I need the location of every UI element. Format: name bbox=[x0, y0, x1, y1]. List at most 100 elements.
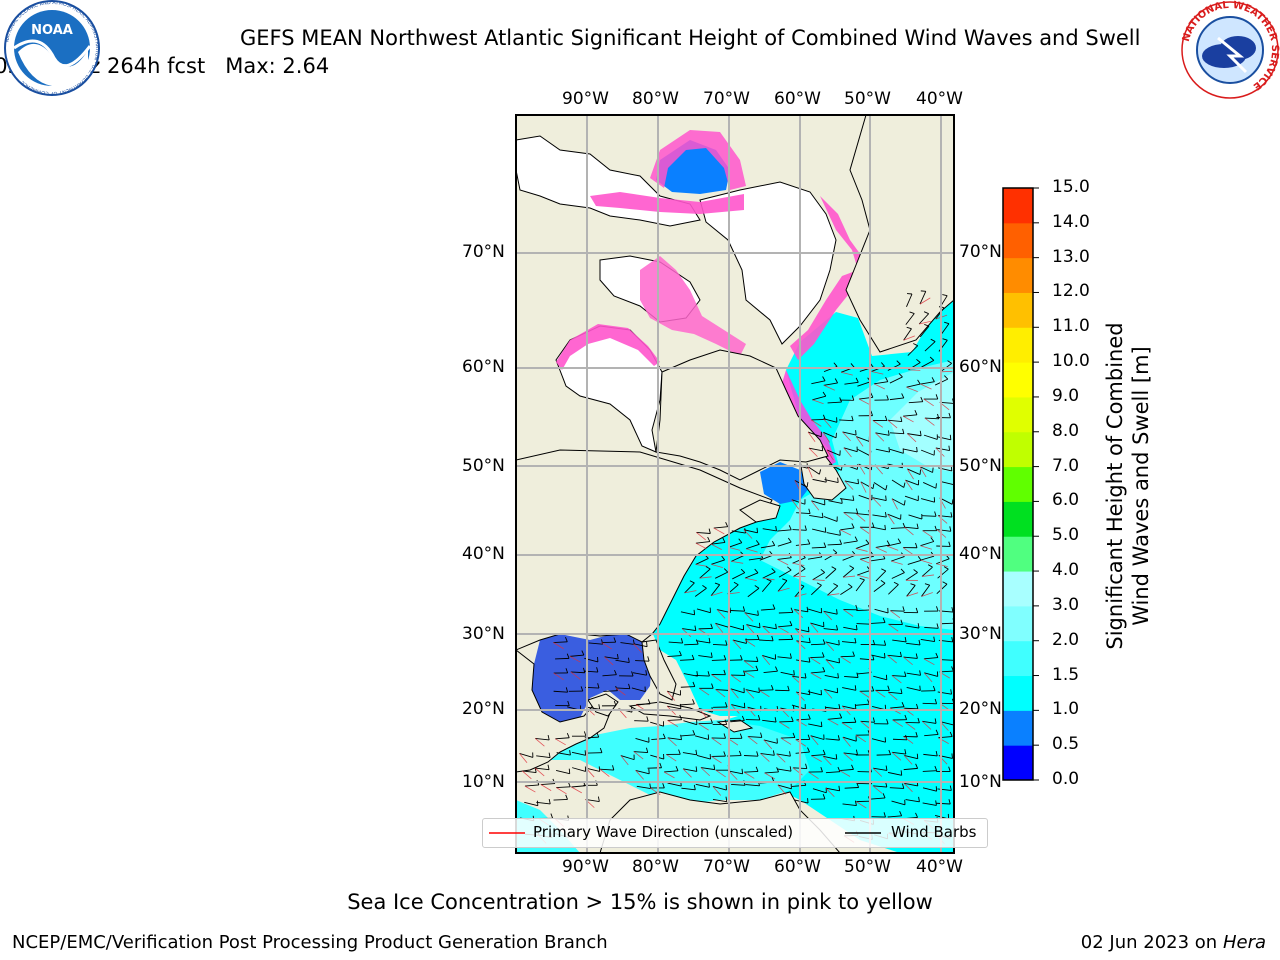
wind-barb-flag bbox=[902, 606, 905, 612]
wind-barb-flag bbox=[887, 430, 890, 436]
wind-barb bbox=[844, 381, 859, 385]
wave-direction-arrow bbox=[808, 447, 818, 457]
wave-direction-arrow bbox=[921, 592, 933, 597]
wind-barb-flag bbox=[566, 653, 570, 659]
wind-barb-flag bbox=[790, 716, 794, 722]
wind-barb-flag bbox=[755, 766, 759, 772]
wind-barb bbox=[826, 449, 841, 456]
wind-barb bbox=[588, 642, 603, 645]
wind-barb bbox=[871, 526, 886, 531]
wind-barb bbox=[823, 418, 838, 423]
wind-barb-flag bbox=[932, 685, 936, 691]
wind-barb-flag bbox=[951, 499, 954, 505]
wind-barb-flag bbox=[871, 522, 875, 528]
wind-barb-flag bbox=[675, 766, 679, 771]
wind-barb bbox=[825, 787, 840, 792]
wind-barb-flag bbox=[915, 812, 918, 818]
wind-barb-flag bbox=[612, 765, 615, 771]
wind-barb-flag bbox=[934, 698, 938, 704]
wind-barb-flag bbox=[851, 523, 855, 529]
wind-barb-flag bbox=[616, 653, 619, 660]
wave-direction-arrow bbox=[937, 515, 948, 524]
wind-barb-flag bbox=[548, 752, 551, 758]
wind-barb bbox=[855, 513, 870, 516]
wind-barb bbox=[807, 556, 822, 560]
wave-direction-arrow bbox=[810, 419, 822, 427]
wind-barb-flag bbox=[838, 639, 840, 646]
wind-barb-flag bbox=[857, 478, 859, 484]
wind-barb-flag bbox=[924, 323, 930, 327]
wind-barb bbox=[919, 466, 933, 473]
wind-barb bbox=[571, 751, 586, 756]
wind-barb bbox=[903, 782, 918, 787]
wind-barb-flag bbox=[896, 360, 901, 365]
wave-direction-arrow bbox=[747, 706, 756, 717]
wind-barb bbox=[935, 447, 950, 452]
wind-barb-flag bbox=[902, 428, 905, 434]
wind-barb bbox=[695, 674, 710, 677]
wind-barb-flag bbox=[884, 652, 886, 659]
wind-barb-flag bbox=[865, 539, 870, 544]
colorbar-tick-label: 4.0 bbox=[1052, 560, 1080, 581]
wind-barb bbox=[825, 771, 840, 774]
wind-barb bbox=[699, 568, 711, 579]
wind-barb-flag bbox=[935, 800, 937, 806]
legend-wind-label: Wind Barbs bbox=[891, 823, 977, 841]
wind-barb-flag bbox=[691, 654, 695, 660]
wind-barb-flag bbox=[789, 751, 791, 757]
wind-barb bbox=[572, 767, 586, 772]
wave-direction-arrow bbox=[810, 735, 819, 746]
wave-direction-arrow bbox=[843, 447, 852, 458]
wind-barb bbox=[940, 659, 954, 661]
wind-barb-flag bbox=[839, 713, 843, 719]
wind-barb bbox=[730, 610, 745, 612]
wind-barb bbox=[636, 703, 651, 705]
wave-direction-arrow bbox=[615, 687, 626, 696]
wind-barb bbox=[904, 754, 918, 760]
wind-barb-flag bbox=[822, 666, 826, 672]
wind-barb-flag bbox=[942, 338, 948, 341]
wind-barb bbox=[905, 625, 920, 629]
wind-barb-flag bbox=[948, 541, 951, 547]
wind-barb bbox=[711, 541, 726, 545]
wind-barb-flag bbox=[723, 669, 726, 675]
wind-barb-flag bbox=[872, 654, 875, 661]
wind-barb-flag bbox=[569, 750, 571, 756]
wind-barb-flag bbox=[902, 783, 905, 789]
wind-barb-flag bbox=[900, 770, 903, 776]
wind-barb-flag bbox=[823, 542, 827, 548]
wind-barb bbox=[923, 434, 938, 440]
wind-barb bbox=[795, 751, 810, 754]
wind-barb-flag bbox=[950, 512, 953, 518]
wind-barb-flag bbox=[756, 751, 759, 757]
wind-barb-flag bbox=[807, 747, 810, 753]
wind-barb-flag bbox=[723, 568, 729, 573]
lon-label-bottom: 50°W bbox=[844, 857, 891, 877]
wind-barb bbox=[844, 480, 859, 485]
wind-barb-flag bbox=[565, 794, 568, 800]
wind-barb bbox=[680, 659, 695, 661]
wind-barb bbox=[635, 660, 650, 662]
wave-direction-arrow bbox=[743, 529, 753, 539]
wave-direction-arrow bbox=[710, 591, 723, 597]
wave-direction-arrow bbox=[793, 609, 804, 619]
wind-barb-flag bbox=[916, 703, 919, 709]
wind-barb bbox=[761, 580, 772, 593]
wind-barb bbox=[808, 723, 822, 728]
wind-barb bbox=[694, 587, 707, 597]
wind-barb bbox=[826, 532, 841, 536]
wave-direction-arrow bbox=[938, 737, 949, 744]
wind-barb bbox=[632, 672, 647, 676]
wind-barb-flag bbox=[775, 623, 777, 629]
wind-barb bbox=[696, 531, 711, 534]
wind-barb bbox=[937, 568, 949, 579]
wave-direction-arrow bbox=[524, 785, 536, 793]
wave-direction-arrow bbox=[919, 466, 927, 478]
map-legend: Primary Wave Direction (unscaled) Wind B… bbox=[482, 818, 988, 848]
wind-barb bbox=[680, 703, 695, 706]
wind-barb-flag bbox=[820, 721, 823, 727]
wind-barb bbox=[874, 608, 889, 614]
wind-barb bbox=[715, 571, 728, 579]
wind-barb-flag bbox=[711, 683, 714, 689]
wind-barb bbox=[906, 293, 913, 308]
